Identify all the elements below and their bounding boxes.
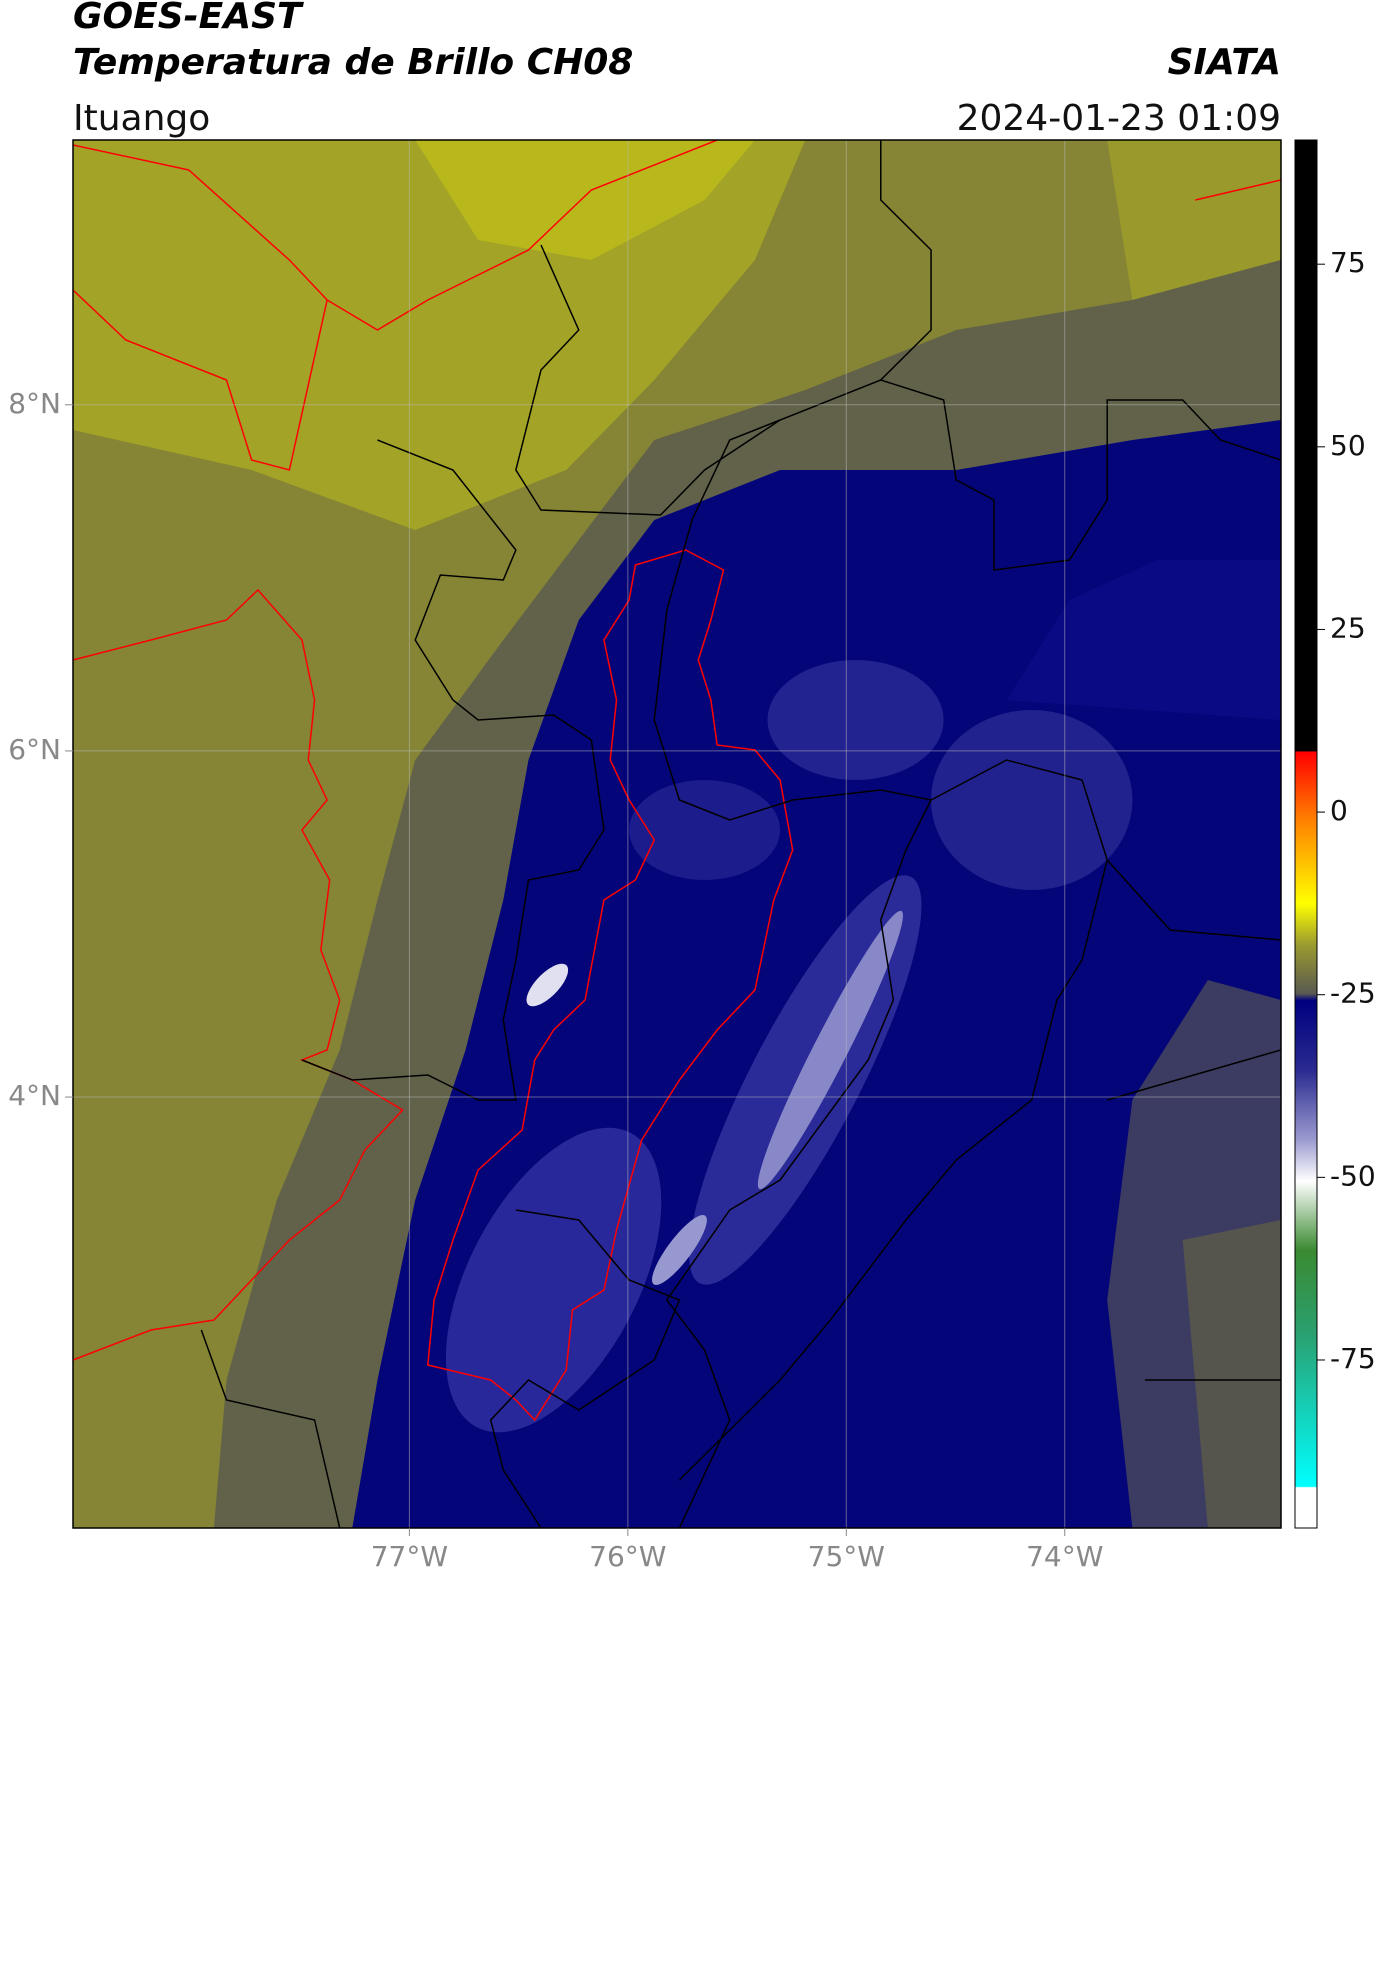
colorbar-tick-label: 0 [1330,794,1348,827]
colorbar-tick-label: -25 [1330,977,1376,1010]
subtitle: Temperatura de Brillo CH08 [73,42,633,83]
graticule [73,140,1281,1528]
datetime: 2024-01-23 01:09 [957,98,1281,139]
colorbar-tick-label: -75 [1330,1342,1376,1375]
source: SIATA [1168,42,1281,83]
region: Ituango [73,98,210,139]
x-tick-label: 77°W [371,1540,448,1573]
x-tick-label: 76°W [589,1540,666,1573]
y-tick-label: 6°N [8,733,61,766]
colorbar-tick-label: -50 [1330,1159,1376,1192]
colorbar [1294,139,1318,1529]
colorbar-tick-label: 25 [1330,611,1366,644]
map-frame [72,139,1282,1529]
colorbar-tick-label: 75 [1330,246,1366,279]
x-tick-label: 75°W [808,1540,885,1573]
y-tick-label: 8°N [8,387,61,420]
y-tick-label: 4°N [8,1079,61,1112]
map-image [72,140,1281,1528]
colorbar-tick-label: 50 [1330,429,1366,462]
title: GOES-EAST [73,0,304,37]
x-tick-label: 74°W [1026,1540,1103,1573]
